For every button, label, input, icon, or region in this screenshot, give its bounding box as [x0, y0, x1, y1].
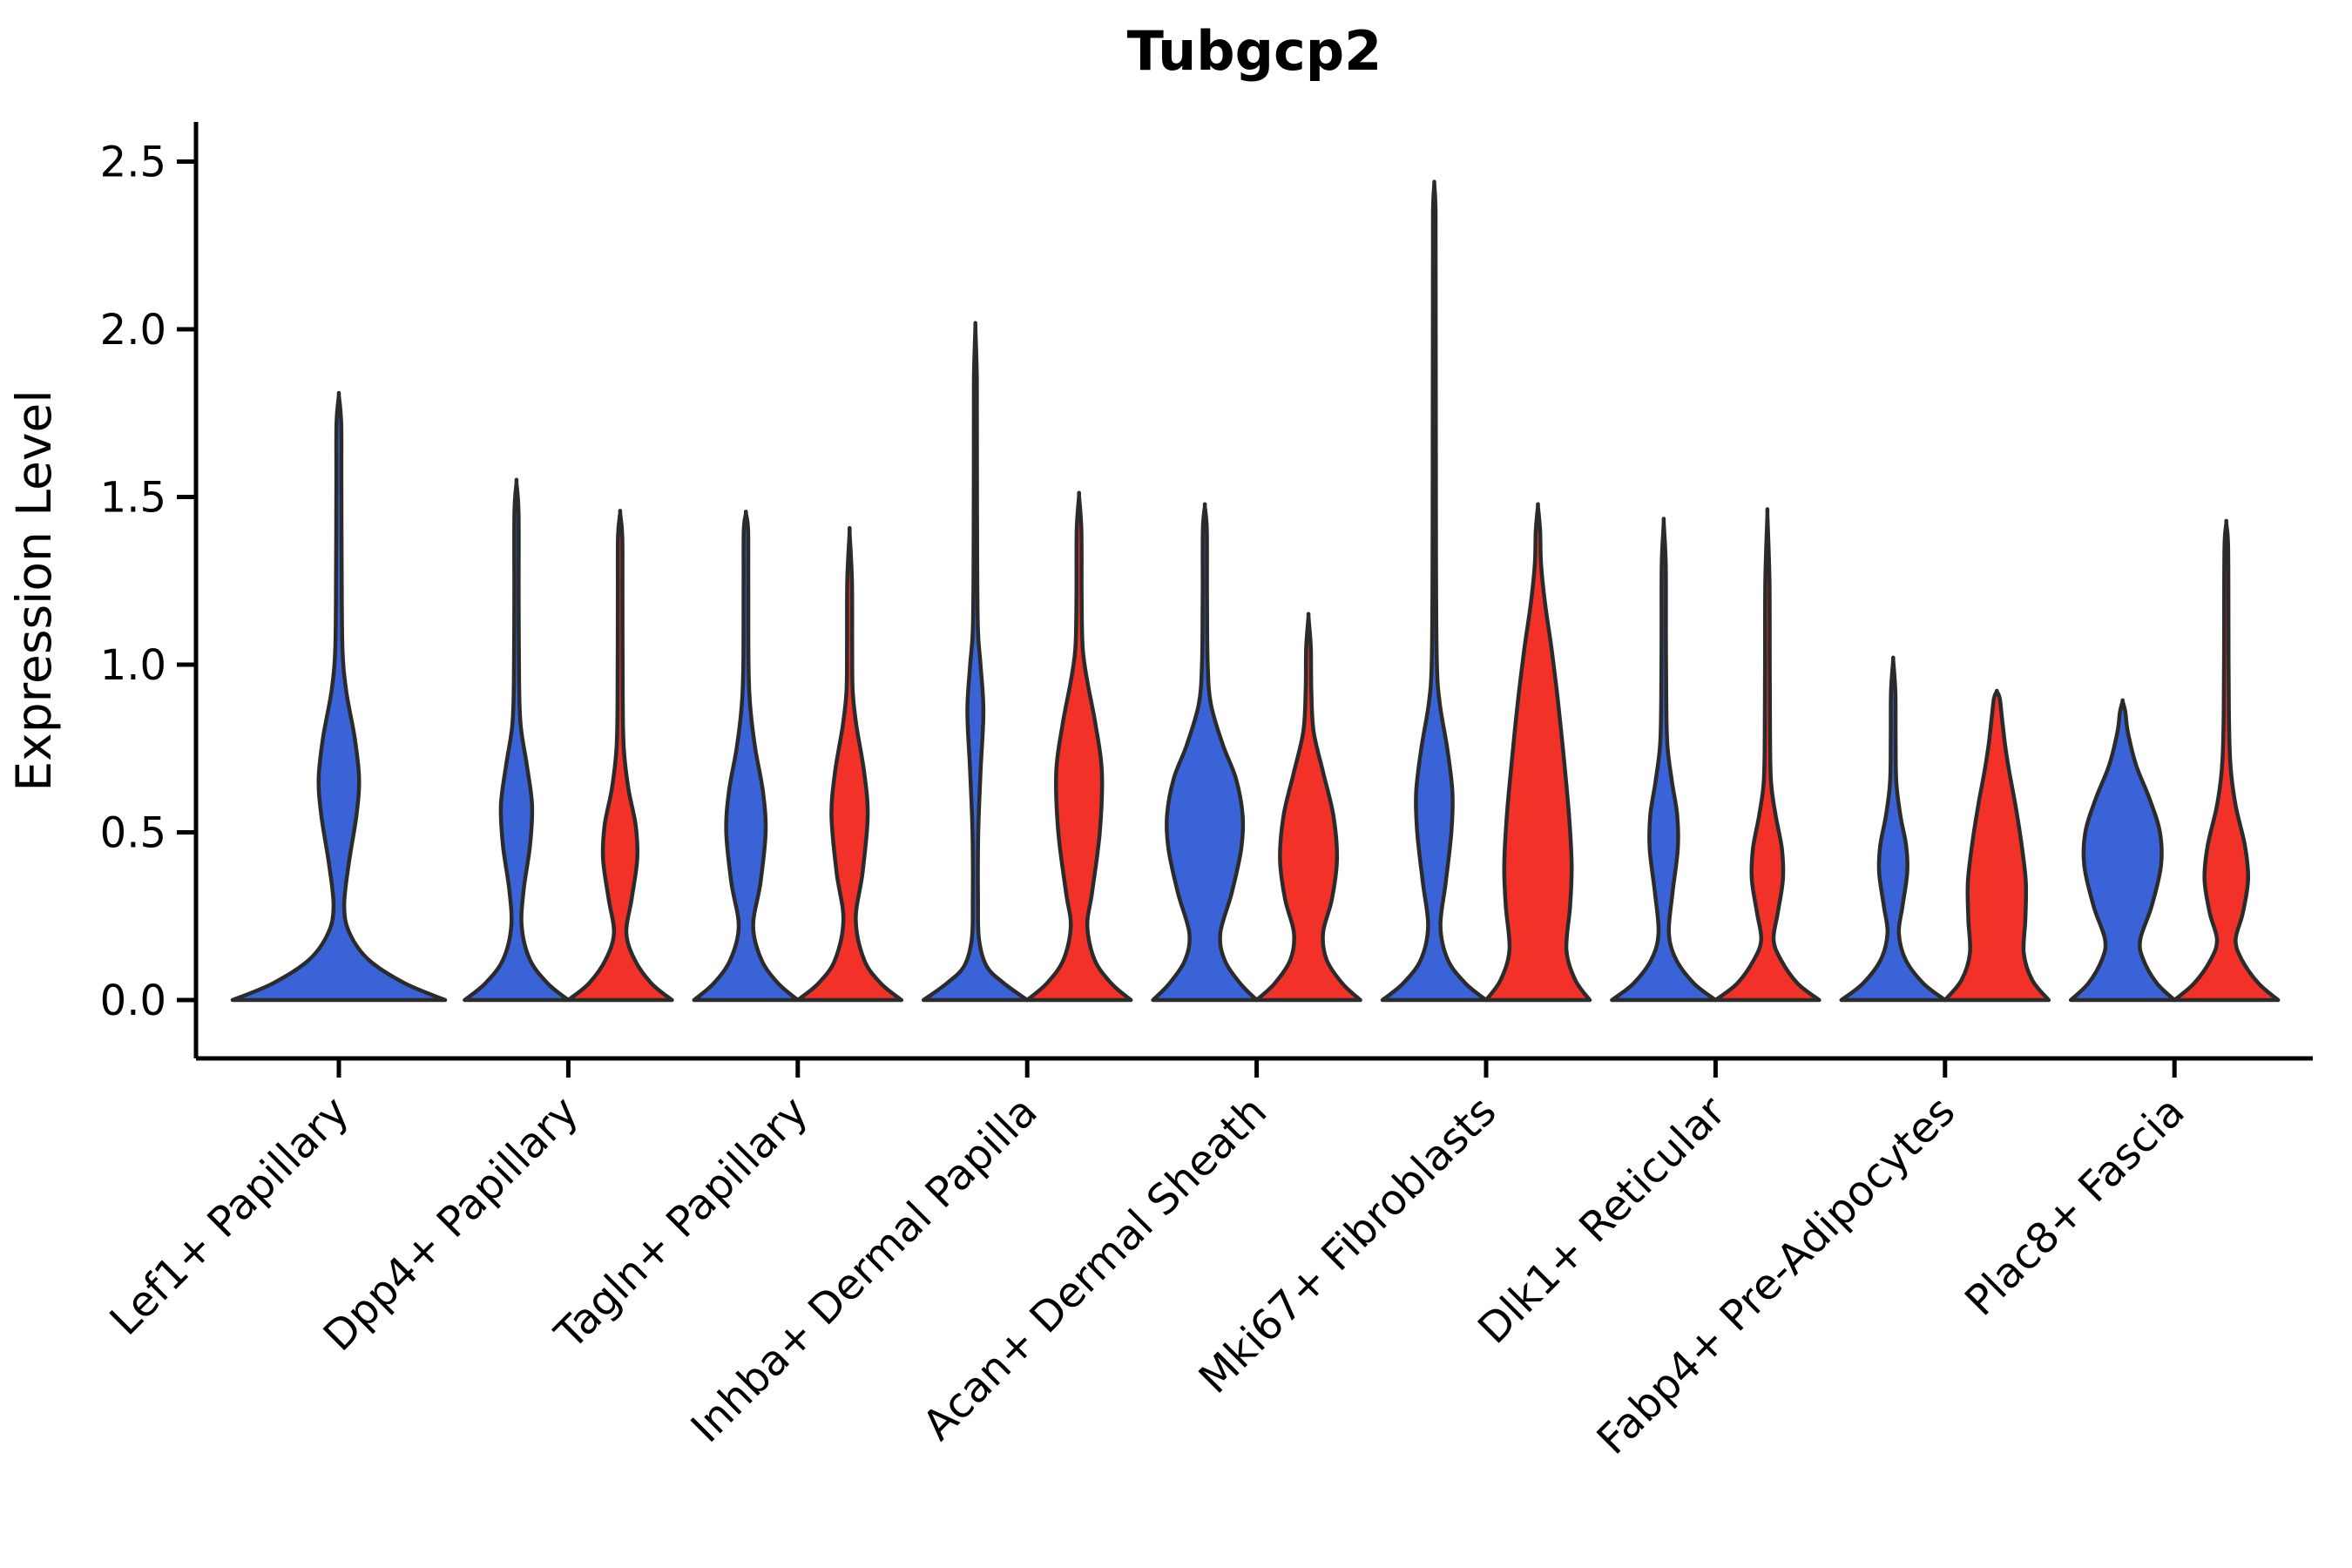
violin-dlk1-reticular-red — [1713, 507, 1821, 1003]
violin-layer — [230, 179, 2281, 1003]
violin-mki67-fibroblasts-blue — [1380, 179, 1489, 1003]
violin-fabp4-pre-adipocytes-blue — [1839, 655, 1948, 1003]
y-tick-label: 2.5 — [100, 139, 166, 187]
violin-inhba-dermal-papilla-red — [1024, 490, 1133, 1003]
violin-dpp4-papillary-blue — [463, 477, 571, 1003]
y-tick-label: 1.0 — [100, 641, 166, 690]
violin-plac8-fascia-red — [2172, 518, 2281, 1003]
violin-tagln-papillary-blue — [692, 510, 801, 1003]
violin-acan-dermal-sheath-blue — [1151, 502, 1259, 1003]
y-tick-label: 1.5 — [100, 474, 166, 523]
violin-dlk1-reticular-blue — [1610, 517, 1718, 1003]
violin-mki67-fibroblasts-red — [1484, 502, 1592, 1003]
y-tick-label: 0.0 — [100, 977, 166, 1025]
violin-plac8-fascia-blue — [2068, 698, 2177, 1003]
violin-fabp4-pre-adipocytes-red — [1943, 688, 2051, 1003]
y-axis-label: Expression Level — [6, 389, 62, 791]
x-tick-label-dpp4-papillary: Dpp4+ Papillary — [314, 1087, 588, 1361]
y-tick-label: 2.0 — [100, 306, 166, 355]
x-tick-label-tagln-papillary: Tagln+ Papillary — [545, 1087, 817, 1359]
y-tick-label: 0.5 — [100, 809, 166, 858]
violin-dpp4-papillary-red — [566, 509, 674, 1003]
violin-tagln-papillary-red — [795, 525, 904, 1003]
violin-acan-dermal-sheath-red — [1254, 612, 1362, 1003]
chart-title: Tubgcp2 — [1127, 19, 1382, 83]
x-tick-label-lef1-papillary: Lef1+ Papillary — [101, 1087, 359, 1345]
violin-inhba-dermal-papilla-blue — [921, 321, 1030, 1003]
x-tick-label-dlk1-reticular: Dlk1+ Reticular — [1469, 1087, 1735, 1354]
x-tick-label-plac8-fascia: Plac8+ Fascia — [1956, 1087, 2194, 1326]
violin-lef1-papillary-blue — [230, 390, 448, 1003]
